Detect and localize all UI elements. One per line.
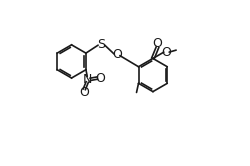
- Text: O: O: [161, 46, 171, 59]
- Text: O: O: [95, 72, 105, 84]
- Text: N: N: [82, 73, 92, 86]
- Text: O: O: [112, 48, 121, 61]
- Text: S: S: [97, 38, 105, 51]
- Text: O: O: [79, 86, 89, 99]
- Text: O: O: [152, 37, 162, 50]
